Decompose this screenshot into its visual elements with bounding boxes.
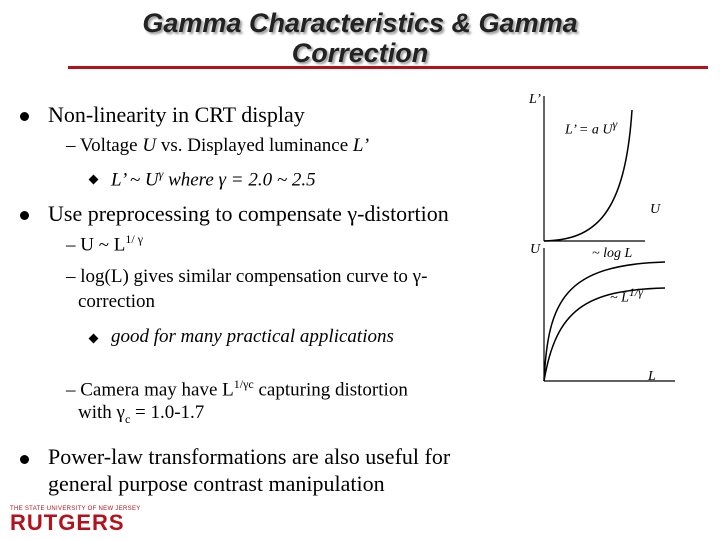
bullet-3-line-2: general purpose contrast manipulation bbox=[48, 471, 385, 496]
bullet-2-sub-3-line2a: with γ bbox=[78, 402, 125, 423]
top-graph-x-label: U bbox=[650, 202, 661, 217]
bullet-1-subsub-gamma: γ bbox=[158, 167, 164, 181]
bullet-2-sub-1: – U ~ L1/ γ bbox=[66, 232, 143, 256]
rutgers-logo-tagline: THE STATE UNIVERSITY OF NEW JERSEY bbox=[10, 506, 141, 512]
bullet-1-sub-l: L’ bbox=[352, 135, 370, 156]
bullet-1-subsub-text: L’ ~ U bbox=[111, 169, 159, 191]
bullet-2-text: Use preprocessing to compensate γ-distor… bbox=[48, 201, 449, 226]
top-graph-curve-label-sup: γ bbox=[612, 117, 618, 131]
bullet-2-sub-3-line-1: – Camera may have L1/γc capturing distor… bbox=[66, 377, 408, 401]
bottom-graph-power-curve bbox=[543, 287, 666, 382]
title-line-1: Gamma Characteristics & Gamma bbox=[142, 8, 578, 38]
bullet-2-sub-3-sub: c bbox=[124, 411, 131, 426]
bottom-graph-power-label-sup: 1/γ bbox=[628, 285, 643, 299]
bullet-2-sub-2-line-2: correction bbox=[78, 291, 156, 312]
bottom-graph-y-label: U bbox=[530, 242, 541, 257]
bullet-dot-3 bbox=[20, 455, 29, 464]
bottom-graph-log-curve bbox=[543, 261, 666, 382]
bullet-2-sub-1-text: – U ~ L bbox=[66, 234, 126, 256]
bullet-2-sub-3-line2b: = 1.0-1.7 bbox=[130, 402, 205, 423]
rutgers-logo-wordmark: RUTGERS bbox=[10, 510, 125, 535]
bullet-1-sub-u: U bbox=[142, 135, 157, 156]
bullet-dot-2 bbox=[20, 211, 29, 220]
bullet-2-sub-3-sup: 1/γc bbox=[233, 377, 254, 391]
title-divider bbox=[68, 66, 708, 69]
bullet-dot-1 bbox=[20, 112, 29, 121]
bullet-2-sub-2-line-1: – log(L) gives similar compensation curv… bbox=[66, 266, 428, 287]
bullet-3-line-1: Power-law transformations are also usefu… bbox=[48, 444, 451, 469]
bullet-2-sub-3-prefix: – Camera may have L bbox=[66, 379, 234, 401]
bullet-2-sub-1-sup: 1/ γ bbox=[125, 232, 143, 246]
top-graph-curve-label: L’ = a Uγ bbox=[565, 117, 617, 139]
slide-title: Gamma Characteristics & Gamma Correction bbox=[0, 8, 720, 68]
bullet-1-text: Non-linearity in CRT display bbox=[48, 102, 305, 127]
top-graph-curve-label-text: L’ = a U bbox=[565, 122, 613, 138]
bullet-1-sub-prefix: – Voltage bbox=[66, 135, 143, 156]
bullet-2-sub-3-line-2: with γc = 1.0-1.7 bbox=[78, 402, 204, 427]
bullet-1-subsub: L’ ~ Uγ where γ = 2.0 ~ 2.5 bbox=[111, 167, 316, 191]
bullet-2-sub-3-suffix: capturing distortion bbox=[253, 379, 408, 401]
bottom-graph-power-label-text: ~ L bbox=[610, 290, 629, 306]
bottom-graph-x-label: L bbox=[648, 369, 656, 384]
rutgers-logo: THE STATE UNIVERSITY OF NEW JERSEY RUTGE… bbox=[10, 506, 141, 534]
bottom-graph-log-label: ~ log L bbox=[592, 246, 633, 261]
bullet-2-subsub: good for many practical applications bbox=[111, 326, 394, 347]
bottom-graph-power-label: ~ L1/γ bbox=[610, 285, 643, 307]
bullet-diamond-1 bbox=[88, 174, 99, 185]
bullet-diamond-2 bbox=[88, 333, 99, 344]
bullet-1-sub-mid: vs. Displayed luminance bbox=[156, 135, 353, 156]
bullet-1-sub: – Voltage U vs. Displayed luminance L’ bbox=[66, 135, 369, 157]
title-line-2: Correction bbox=[291, 38, 429, 68]
top-graph-y-label: L’ bbox=[529, 92, 541, 107]
bullet-1-subsub-rest: where γ = 2.0 ~ 2.5 bbox=[163, 169, 316, 191]
